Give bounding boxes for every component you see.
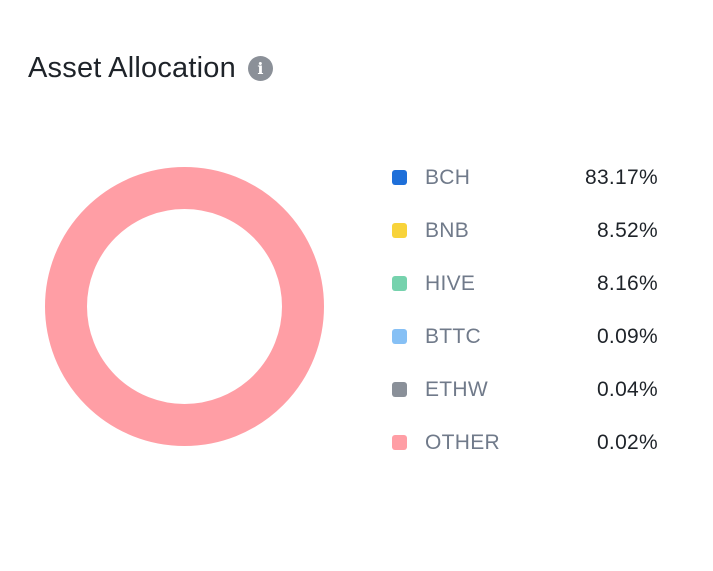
legend-item-bttc: BTTC 0.09% [392, 310, 658, 363]
legend-item-other: OTHER 0.02% [392, 416, 658, 469]
legend-asset-percentage: 0.09% [596, 324, 658, 348]
legend: BCH 83.17% BNB 8.52% HIVE 8.16% BTTC 0.09% ETHW 0… [392, 151, 658, 469]
legend-asset-name: HIVE [425, 271, 476, 295]
legend-asset-percentage: 0.02% [596, 430, 658, 454]
legend-swatch [392, 382, 407, 397]
info-icon[interactable]: i [247, 56, 273, 81]
legend-asset-name: BNB [425, 218, 470, 242]
legend-asset-percentage: 8.16% [596, 271, 658, 295]
legend-item-bch: BCH 83.17% [392, 151, 658, 204]
legend-asset-name: OTHER [425, 430, 500, 454]
legend-swatch [392, 276, 407, 291]
legend-asset-percentage: 8.52% [596, 218, 658, 242]
donut-ring-other [45, 167, 324, 446]
legend-asset-name: BTTC [425, 324, 482, 348]
legend-swatch [392, 435, 407, 450]
legend-item-hive: HIVE 8.16% [392, 257, 658, 310]
legend-asset-name: ETHW [425, 377, 489, 401]
legend-asset-percentage: 0.04% [596, 377, 658, 401]
legend-swatch [392, 170, 407, 185]
legend-item-bnb: BNB 8.52% [392, 204, 658, 257]
legend-item-ethw: ETHW 0.04% [392, 363, 658, 416]
asset-allocation-header: Asset Allocation i [28, 52, 273, 85]
donut-chart [45, 167, 324, 446]
legend-swatch [392, 329, 407, 344]
page-title: Asset Allocation [28, 52, 236, 84]
legend-asset-name: BCH [425, 165, 471, 189]
legend-swatch [392, 223, 407, 238]
legend-asset-percentage: 83.17% [584, 165, 658, 189]
